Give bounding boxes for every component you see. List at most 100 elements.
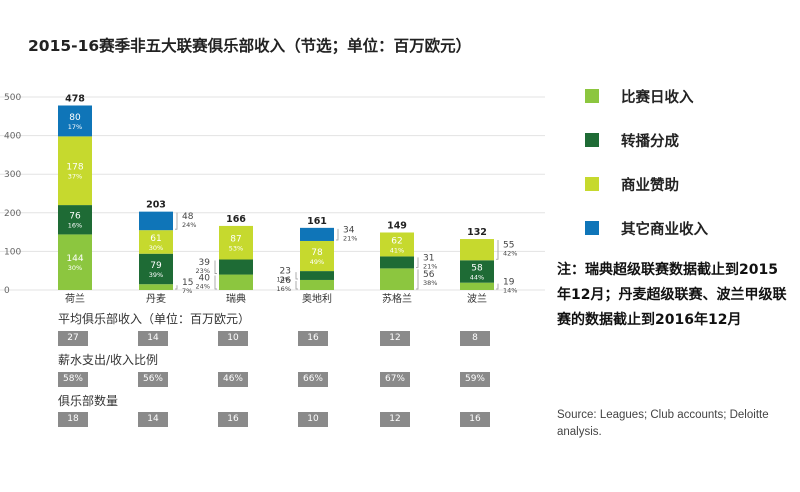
data-label: 79 <box>150 261 162 271</box>
label-bracket <box>295 280 298 290</box>
data-label: 23% <box>196 267 210 275</box>
table-cell: 66% <box>298 372 328 387</box>
data-label: 39 <box>199 258 211 268</box>
table-row-label: 平均俱乐部收入（单位：百万欧元） <box>58 312 251 326</box>
data-label: 48 <box>182 212 194 222</box>
label-bracket <box>416 257 419 268</box>
x-tick-label: 丹麦 <box>146 293 166 305</box>
bar-segment <box>219 225 253 260</box>
label-bracket <box>175 212 178 230</box>
x-tick-label: 波兰 <box>467 292 487 305</box>
bar-segment <box>300 271 334 280</box>
bar-segment <box>300 279 334 290</box>
table-cell: 46% <box>218 372 248 387</box>
bar-segment <box>58 105 92 137</box>
data-label: 19 <box>503 277 515 287</box>
data-label: 34 <box>343 225 355 235</box>
legend-swatch <box>585 177 599 191</box>
table-cell: 56% <box>138 372 168 387</box>
bar-segment <box>380 232 414 257</box>
label-bracket <box>295 272 298 280</box>
total-label: 203 <box>146 200 166 211</box>
bar-segment <box>460 239 494 261</box>
bar-segment <box>219 274 253 290</box>
data-label: 80 <box>69 113 81 123</box>
label-bracket <box>416 269 419 290</box>
table-row: 27 14 10 16 12 8 <box>0 331 560 346</box>
table-cell: 10 <box>218 331 248 346</box>
data-label: 144 <box>66 254 83 264</box>
data-label: 78 <box>311 248 323 258</box>
stacked-bar-chart: 010020030040050014430%7616%17837%8017%47… <box>0 93 545 305</box>
x-tick-label: 荷兰 <box>65 292 85 305</box>
bar-segment <box>300 227 334 241</box>
data-label: 55 <box>503 241 514 251</box>
legend: 比赛日收入 转播分成 商业赞助 其它商业收入 <box>585 74 708 250</box>
data-label: 24% <box>196 282 210 290</box>
bar-segment <box>58 205 92 235</box>
label-bracket <box>175 285 178 290</box>
bar-segment <box>300 240 334 272</box>
legend-label: 比赛日收入 <box>621 89 694 106</box>
y-tick-label: 0 <box>4 286 10 296</box>
data-label: 14% <box>503 286 517 294</box>
y-tick-label: 100 <box>4 247 21 257</box>
table-cell: 12 <box>380 412 410 427</box>
label-bracket <box>214 275 217 290</box>
data-label: 178 <box>66 163 83 173</box>
table-cell: 27 <box>58 331 88 346</box>
data-label: 62 <box>391 236 402 246</box>
legend-label: 其它商业收入 <box>621 221 708 238</box>
data-label: 31 <box>423 253 434 263</box>
bar-segment <box>58 136 92 206</box>
total-label: 132 <box>467 227 487 238</box>
legend-item: 商业赞助 <box>585 162 708 206</box>
y-tick-label: 400 <box>4 132 21 142</box>
table-cell: 58% <box>58 372 88 387</box>
data-label: 30% <box>149 244 163 252</box>
data-label: 21% <box>423 262 437 270</box>
legend-swatch <box>585 221 599 235</box>
bar-segment <box>380 256 414 269</box>
y-tick-label: 500 <box>4 93 21 103</box>
total-label: 149 <box>387 220 407 231</box>
y-tick-label: 300 <box>4 170 21 180</box>
chart-title: 2015-16赛季非五大联赛俱乐部收入（节选；单位：百万欧元） <box>28 37 472 55</box>
data-label: 39% <box>149 271 163 279</box>
table-cell: 16 <box>218 412 248 427</box>
total-label: 161 <box>307 216 327 227</box>
table-cell: 14 <box>138 412 168 427</box>
bar-segment <box>460 282 494 290</box>
data-label: 26 <box>280 276 292 286</box>
data-label: 16% <box>277 285 291 293</box>
data-label: 21% <box>343 234 357 242</box>
data-label: 61 <box>150 234 161 244</box>
data-label: 37% <box>68 173 82 181</box>
table-cell: 18 <box>58 412 88 427</box>
data-label: 24% <box>182 221 196 229</box>
data-label: 87 <box>230 235 241 245</box>
label-bracket <box>214 260 217 274</box>
data-label: 40 <box>199 273 211 283</box>
source-text: Source: Leagues; Club accounts; Deloitte… <box>557 409 769 438</box>
legend-item: 比赛日收入 <box>585 74 708 118</box>
data-label: 56 <box>423 270 435 280</box>
table-row: 58% 56% 46% 66% 67% 59% <box>0 372 560 387</box>
total-label: 166 <box>226 214 246 225</box>
table-cell: 8 <box>460 331 490 346</box>
table-cell: 14 <box>138 331 168 346</box>
data-label: 44% <box>470 273 484 281</box>
data-label: 23 <box>280 267 291 277</box>
legend-label: 商业赞助 <box>621 177 679 194</box>
data-label: 76 <box>69 212 81 222</box>
bar-segment <box>139 284 173 290</box>
table-cell: 16 <box>298 331 328 346</box>
x-tick-label: 瑞典 <box>226 292 246 305</box>
legend-item: 其它商业收入 <box>585 206 708 250</box>
legend-item: 转播分成 <box>585 118 708 162</box>
y-tick-label: 200 <box>4 209 21 219</box>
bar-segment <box>139 253 173 285</box>
data-label: 58 <box>471 263 483 273</box>
footnote: 注：瑞典超级联赛数据截止到2015年12月；丹麦超级联赛、波兰甲级联赛的数据截止… <box>557 262 787 328</box>
table-cell: 16 <box>460 412 490 427</box>
